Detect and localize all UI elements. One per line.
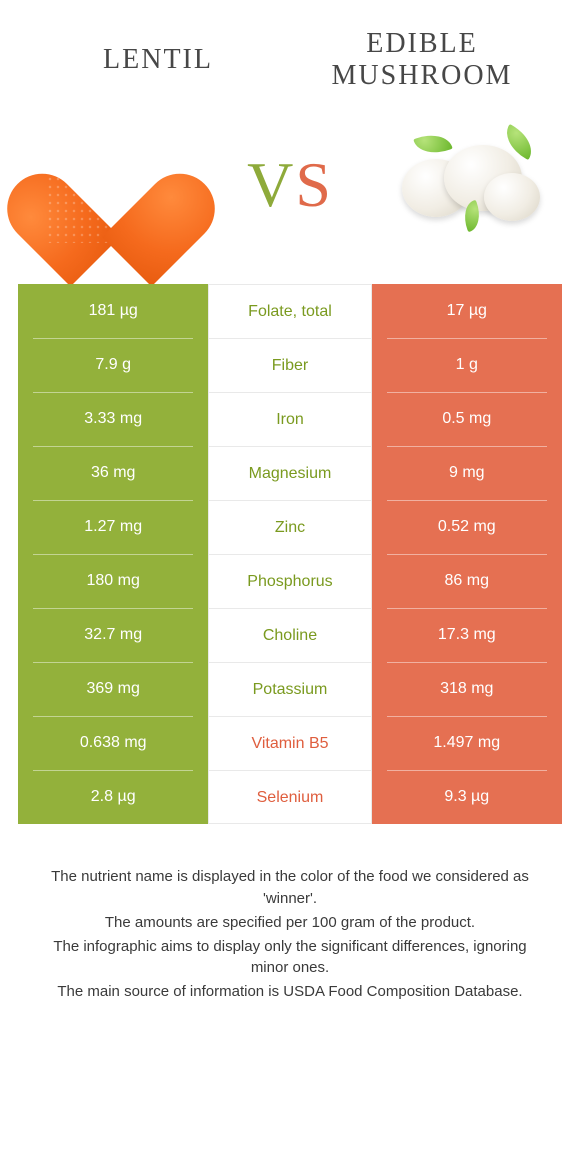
left-value: 7.9 g — [18, 338, 208, 392]
nutrient-name: Selenium — [208, 770, 371, 824]
nutrient-name: Choline — [208, 608, 371, 662]
table-row: 181 µgFolate, total17 µg — [18, 284, 562, 338]
title-row: LENTIL EDIBLE MUSHROOM — [26, 28, 554, 92]
left-food-title: LENTIL — [26, 44, 290, 76]
right-food-title: EDIBLE MUSHROOM — [290, 28, 554, 92]
footer-notes: The nutrient name is displayed in the co… — [46, 866, 534, 1003]
table-row: 0.638 mgVitamin B51.497 mg — [18, 716, 562, 770]
nutrient-name: Iron — [208, 392, 371, 446]
footer-line-3: The infographic aims to display only the… — [46, 936, 534, 980]
footer-line-2: The amounts are specified per 100 gram o… — [46, 912, 534, 934]
right-value: 17 µg — [372, 284, 562, 338]
left-value: 36 mg — [18, 446, 208, 500]
table-row: 2.8 µgSelenium9.3 µg — [18, 770, 562, 824]
left-value: 369 mg — [18, 662, 208, 716]
footer-line-4: The main source of information is USDA F… — [46, 981, 534, 1003]
left-value: 1.27 mg — [18, 500, 208, 554]
mushroom-image — [384, 110, 554, 260]
right-value: 17.3 mg — [372, 608, 562, 662]
hero-row: VS — [26, 110, 554, 260]
left-value: 180 mg — [18, 554, 208, 608]
nutrient-name: Fiber — [208, 338, 371, 392]
nutrient-name: Vitamin B5 — [208, 716, 371, 770]
table-row: 32.7 mgCholine17.3 mg — [18, 608, 562, 662]
lentil-image — [26, 110, 196, 260]
nutrient-name: Folate, total — [208, 284, 371, 338]
infographic-container: LENTIL EDIBLE MUSHROOM VS 181 µgFolate, … — [0, 0, 580, 1003]
nutrient-name: Magnesium — [208, 446, 371, 500]
comparison-table: 181 µgFolate, total17 µg7.9 gFiber1 g3.3… — [18, 284, 562, 824]
vs-s: S — [295, 149, 333, 220]
table-row: 180 mgPhosphorus86 mg — [18, 554, 562, 608]
right-title-line1: EDIBLE — [366, 28, 478, 59]
right-value: 86 mg — [372, 554, 562, 608]
right-value: 1 g — [372, 338, 562, 392]
right-title-line2: MUSHROOM — [332, 60, 513, 91]
right-value: 1.497 mg — [372, 716, 562, 770]
nutrient-name: Zinc — [208, 500, 371, 554]
vs-v: V — [247, 149, 295, 220]
left-value: 2.8 µg — [18, 770, 208, 824]
right-value: 9.3 µg — [372, 770, 562, 824]
table-row: 36 mgMagnesium9 mg — [18, 446, 562, 500]
table-row: 3.33 mgIron0.5 mg — [18, 392, 562, 446]
vs-label: VS — [247, 148, 333, 222]
right-value: 9 mg — [372, 446, 562, 500]
left-value: 0.638 mg — [18, 716, 208, 770]
right-value: 0.5 mg — [372, 392, 562, 446]
footer-line-1: The nutrient name is displayed in the co… — [46, 866, 534, 910]
table-row: 7.9 gFiber1 g — [18, 338, 562, 392]
left-value: 3.33 mg — [18, 392, 208, 446]
left-value: 181 µg — [18, 284, 208, 338]
right-value: 0.52 mg — [372, 500, 562, 554]
right-value: 318 mg — [372, 662, 562, 716]
nutrient-name: Phosphorus — [208, 554, 371, 608]
table-row: 369 mgPotassium318 mg — [18, 662, 562, 716]
nutrient-name: Potassium — [208, 662, 371, 716]
table-row: 1.27 mgZinc0.52 mg — [18, 500, 562, 554]
left-value: 32.7 mg — [18, 608, 208, 662]
